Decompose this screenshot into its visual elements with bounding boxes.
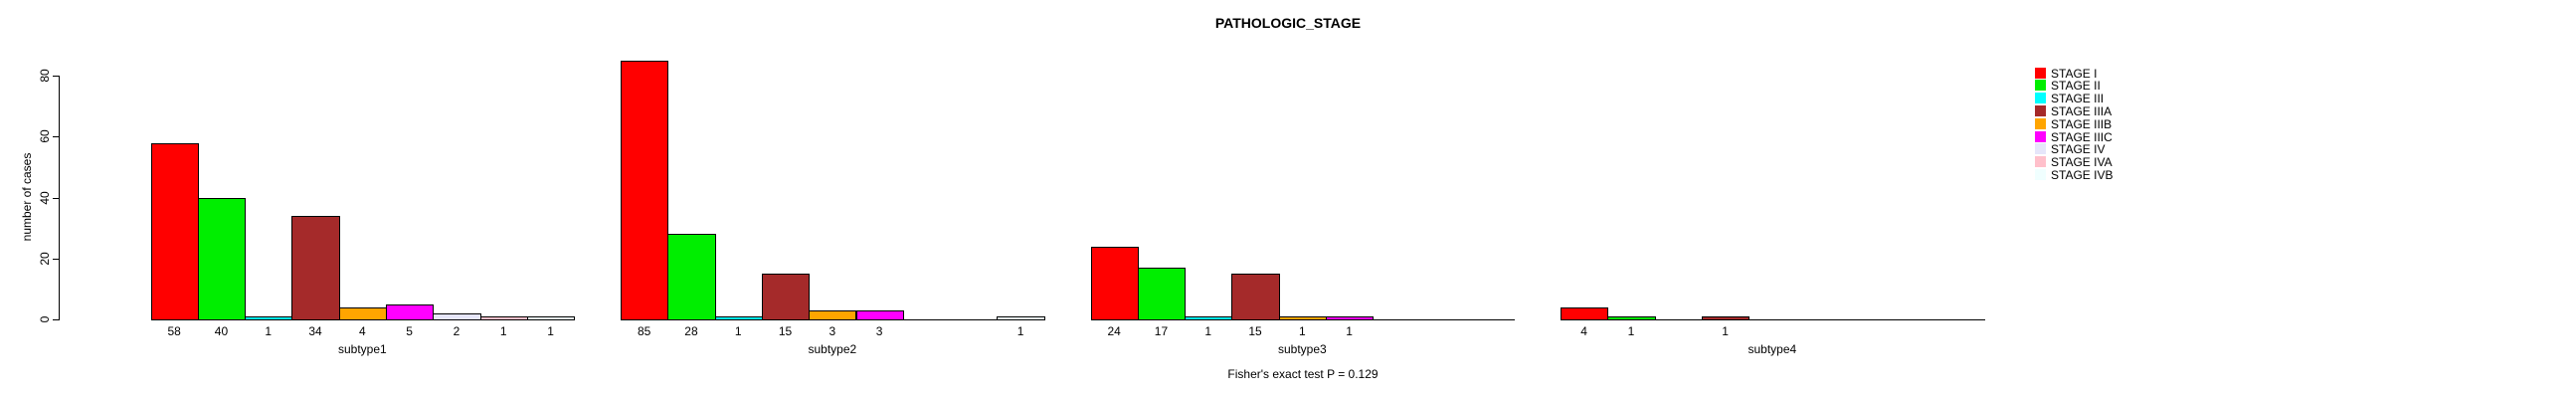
category-label-subtype3: subtype3 <box>1277 342 1327 356</box>
legend-swatch <box>2035 143 2046 155</box>
bar <box>997 315 1045 320</box>
legend-label: STAGE IVA <box>2051 155 2113 170</box>
bar-value-label: 34 <box>308 324 322 338</box>
y-tick-label: 80 <box>38 69 52 83</box>
bar-value-label: 1 <box>499 324 507 338</box>
bar-value-label: 1 <box>1627 324 1635 338</box>
bar-value-label: 4 <box>1580 324 1587 338</box>
bar-group-subtype4: 4 1 1 subtype4 <box>1561 0 1985 398</box>
bar-value-label: 24 <box>1107 324 1121 338</box>
bar-value-label: 1 <box>265 324 273 338</box>
bar <box>667 234 716 320</box>
y-tick-label: 60 <box>38 129 52 144</box>
bar-value-label: 15 <box>1248 324 1262 338</box>
bar-value-label: 85 <box>637 324 651 338</box>
legend-label: STAGE II <box>2051 79 2101 94</box>
bar-value-label: 58 <box>167 324 181 338</box>
bar <box>1326 315 1375 320</box>
bar <box>809 309 857 320</box>
legend-swatch <box>2035 117 2046 129</box>
y-axis-title: number of cases <box>20 152 34 242</box>
legend-swatch <box>2035 156 2046 168</box>
y-tick-mark <box>53 197 60 199</box>
bar <box>855 309 904 320</box>
bar-value-label: 1 <box>1016 324 1024 338</box>
legend-label: STAGE IIIC <box>2051 129 2113 144</box>
bar <box>526 315 576 320</box>
bar <box>761 274 811 320</box>
bar <box>245 315 293 320</box>
bar-value-label: 5 <box>406 324 413 338</box>
bar-value-label: 4 <box>358 324 366 338</box>
category-label-subtype4: subtype4 <box>1748 342 1797 356</box>
bar <box>338 306 387 320</box>
y-axis-line <box>59 76 60 319</box>
category-label-subtype1: subtype1 <box>337 342 387 356</box>
bar <box>1137 267 1187 320</box>
chart-title: PATHOLOGIC_STAGE <box>1214 15 1362 31</box>
bar-value-label: 15 <box>778 324 793 338</box>
bar <box>1561 306 1609 320</box>
bar <box>1701 315 1750 320</box>
y-tick-label: 0 <box>38 315 52 323</box>
bar-value-label: 2 <box>453 324 460 338</box>
legend-swatch <box>2035 80 2046 92</box>
y-tick-mark <box>53 136 60 138</box>
bar-group-subtype2: 85 28 1 15 3 3 1 subtype2 <box>621 0 1045 398</box>
bar-value-label: 1 <box>1346 324 1353 338</box>
bar <box>1231 274 1280 320</box>
bar <box>621 60 669 320</box>
category-label-subtype2: subtype2 <box>808 342 857 356</box>
bar-value-label: 1 <box>734 324 742 338</box>
legend-swatch <box>2035 104 2046 116</box>
y-tick-label: 20 <box>38 252 52 266</box>
bar-value-label: 17 <box>1154 324 1169 338</box>
bar <box>714 315 763 320</box>
bar-value-label: 3 <box>875 324 883 338</box>
bar <box>1090 246 1139 320</box>
bar-value-label: 1 <box>1204 324 1212 338</box>
x-axis-baseline <box>1561 319 1985 320</box>
legend-label: STAGE IIIA <box>2051 103 2113 118</box>
bar <box>479 315 528 320</box>
bar-value-label: 40 <box>214 324 229 338</box>
legend-label: STAGE IVB <box>2051 167 2114 182</box>
legend-label: STAGE IV <box>2051 142 2106 157</box>
bar-value-label: 3 <box>828 324 836 338</box>
y-tick-mark <box>53 258 60 260</box>
legend-label: STAGE I <box>2051 66 2098 81</box>
y-tick-mark <box>53 76 60 78</box>
bar-value-label: 1 <box>1722 324 1729 338</box>
bar <box>291 215 340 320</box>
legend-swatch <box>2035 168 2046 180</box>
bar <box>1607 315 1656 320</box>
bar-value-label: 28 <box>684 324 698 338</box>
legend-label: STAGE III <box>2051 92 2105 106</box>
bar <box>386 303 435 320</box>
bar <box>433 312 481 320</box>
bar-group-subtype1: 58 40 1 34 4 5 2 1 1 subtype1 <box>150 0 576 398</box>
bar-value-label: 1 <box>1298 324 1306 338</box>
stat-test-annotation: Fisher's exact test P = 0.129 <box>1227 367 1379 381</box>
legend-swatch <box>2035 93 2046 104</box>
legend-swatch <box>2035 67 2046 79</box>
bar <box>150 142 199 320</box>
bar <box>1185 315 1233 320</box>
bar-value-label: 1 <box>547 324 554 338</box>
bar <box>1278 315 1327 320</box>
y-tick-mark <box>53 319 60 320</box>
legend-swatch <box>2035 130 2046 142</box>
y-tick-label: 40 <box>38 190 52 205</box>
bar <box>197 197 247 320</box>
bar-group-subtype3: 24 17 1 15 1 1 subtype3 <box>1090 0 1516 398</box>
legend-label: STAGE IIIB <box>2051 116 2113 131</box>
